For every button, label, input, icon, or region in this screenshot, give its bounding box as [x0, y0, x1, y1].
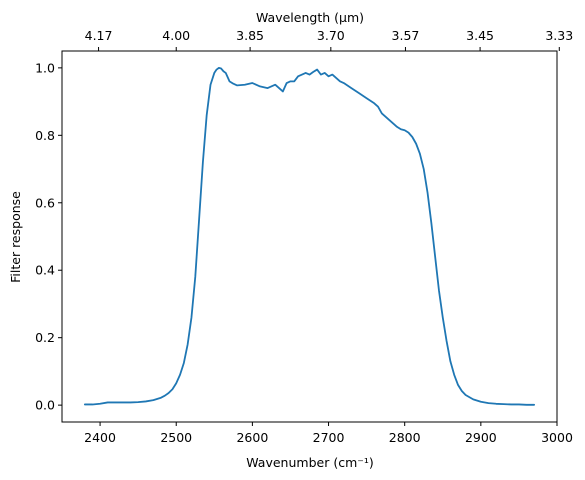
bottom-axis: 2400 2500 2600 2700 2800 2900 3000: [84, 422, 573, 445]
plot-area-border: [61, 50, 558, 423]
x-tick-label: 2400: [84, 430, 116, 445]
y-tick-label: 0.0: [35, 398, 55, 413]
top-tick-label: 3.85: [236, 28, 264, 43]
x-tick-label: 2600: [236, 430, 268, 445]
y-tick-label: 0.6: [35, 195, 55, 210]
plot-frame: [61, 50, 558, 423]
series-line-0: [83, 66, 536, 406]
top-axis: 4.17 4.00 3.85 3.70 3.57 3.45 3.33: [85, 28, 573, 51]
y-tick-label: 0.8: [35, 128, 55, 143]
x-tick-label: 2800: [389, 430, 421, 445]
top-tick-label: 4.00: [162, 28, 190, 43]
top-tick-label: 3.33: [545, 28, 573, 43]
x-tick-label: 2700: [313, 430, 345, 445]
top-tick-label: 3.57: [392, 28, 420, 43]
x-axis-label: Wavenumber (cm⁻¹): [246, 455, 373, 470]
y-tick-label: 0.4: [35, 263, 55, 278]
x-tick-label: 2900: [465, 430, 497, 445]
top-tick-label: 4.17: [85, 28, 113, 43]
y-tick-label: 0.2: [35, 330, 55, 345]
series-layer: [83, 66, 536, 406]
top-axis-label: Wavelength (μm): [256, 10, 364, 25]
x-tick-label: 2500: [160, 430, 192, 445]
left-axis: 0.0 0.2 0.4 0.6 0.8 1.0: [35, 60, 62, 413]
top-tick-label: 3.70: [317, 28, 345, 43]
y-tick-label: 1.0: [35, 60, 55, 75]
top-tick-label: 3.45: [466, 28, 494, 43]
x-tick-label: 3000: [541, 430, 573, 445]
y-axis-label: Filter response: [8, 191, 23, 283]
